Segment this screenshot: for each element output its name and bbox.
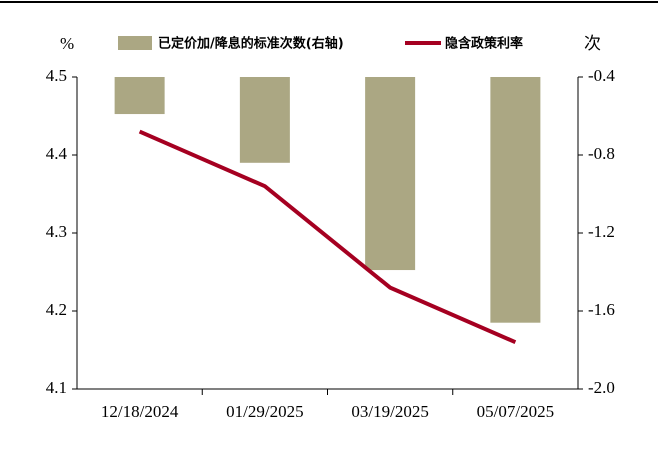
x-tick-label: 03/19/2025 [351,402,428,421]
bar [114,77,165,115]
y-tick-label: 4.1 [46,378,67,397]
y-tick-label: 4.2 [46,300,67,319]
bar [239,77,290,163]
bar [365,77,416,271]
x-tick-label: 01/29/2025 [226,402,303,421]
y-unit: % [60,34,74,53]
legend-swatch [118,36,152,50]
legend-label: 已定价加/降息的标准次数(右轴) [158,36,344,52]
y-tick-label: 4.5 [46,66,67,85]
x-tick-label: 05/07/2025 [477,402,554,421]
x-tick-label: 12/18/2024 [101,402,179,421]
bar [490,77,541,323]
line [138,129,517,345]
y2-tick-label: -1.6 [588,300,615,319]
y2-tick-label: -1.2 [588,222,615,241]
legend-label: 隐含政策利率 [445,36,523,52]
y2-tick-label: -0.8 [588,144,615,163]
y2-tick-label: -0.4 [588,66,615,85]
y2-unit: 次 [584,34,601,53]
y2-tick-label: -2.0 [588,378,615,397]
y-tick-label: 4.4 [46,144,68,163]
y-tick-label: 4.3 [46,222,67,241]
